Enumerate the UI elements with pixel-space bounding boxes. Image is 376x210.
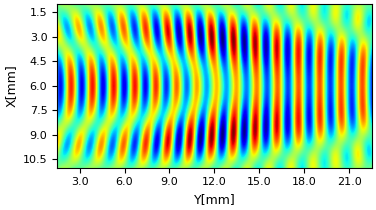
X-axis label: Y[mm]: Y[mm] — [194, 193, 235, 206]
Y-axis label: X[mm]: X[mm] — [4, 64, 17, 107]
